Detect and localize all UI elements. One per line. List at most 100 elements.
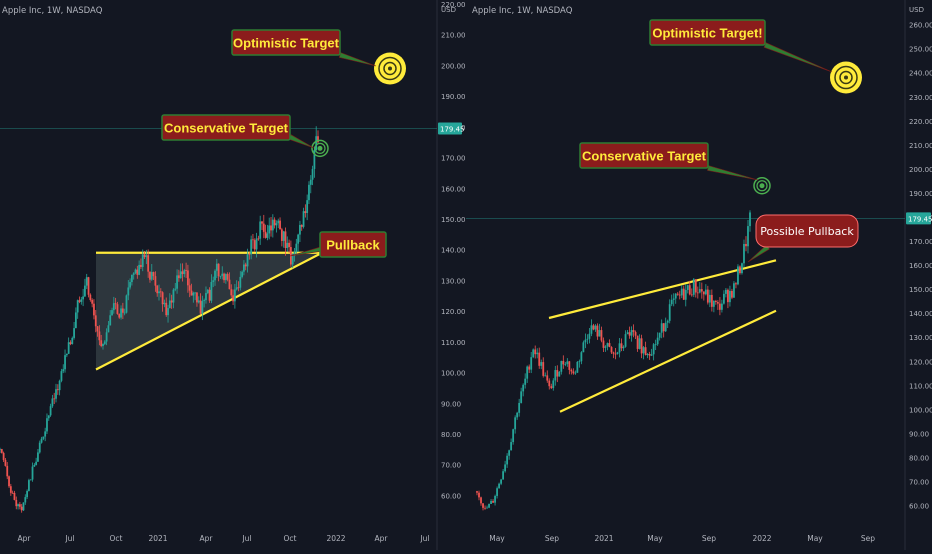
candle-body	[176, 275, 178, 289]
candle-body	[103, 341, 106, 344]
y-tick-label: 220.00	[909, 118, 932, 126]
candle-body	[179, 271, 182, 279]
candle-body	[498, 483, 500, 489]
candle-body	[123, 312, 126, 314]
optimistic-arrow	[338, 52, 377, 67]
label-text: Optimistic Target	[233, 36, 340, 51]
candle-body	[526, 366, 529, 379]
y-tick-label: 100.00	[441, 370, 466, 378]
candle-body	[300, 225, 303, 227]
candle-body	[185, 270, 188, 271]
candle-body	[261, 221, 263, 224]
candle-body	[252, 239, 254, 241]
candles	[476, 210, 751, 511]
pullback-arrow	[747, 244, 770, 263]
pattern-overlay	[548, 259, 777, 413]
candle-body	[496, 488, 498, 496]
candle-body	[51, 398, 54, 407]
candle-body	[56, 389, 59, 391]
label-box	[319, 231, 387, 258]
x-tick-label: Sep	[702, 534, 716, 543]
candle-body	[38, 442, 41, 453]
candle-body	[698, 289, 701, 293]
candle-body	[232, 295, 234, 302]
candle-body	[560, 360, 563, 372]
candle-body	[500, 479, 502, 484]
candle-body	[46, 418, 48, 432]
y-tick-label: 100.00	[909, 406, 932, 414]
candle-body	[592, 325, 595, 330]
x-tick-label: Jul	[64, 534, 74, 543]
candle-body	[672, 298, 675, 300]
candle-body	[550, 386, 553, 389]
x-tick-label: Oct	[284, 534, 297, 543]
candle-body	[118, 313, 121, 318]
candle-body	[18, 504, 21, 507]
candle-body	[594, 325, 597, 330]
candle-body	[140, 264, 142, 267]
candle-body	[237, 287, 240, 289]
candle-body	[626, 332, 629, 335]
candle-body	[24, 497, 27, 503]
chart-title: Apple Inc, 1W, NASDAQ	[472, 6, 573, 16]
candle-body	[73, 328, 75, 338]
candle-body	[219, 275, 222, 277]
candle-body	[520, 391, 523, 403]
candle-body	[313, 150, 316, 169]
candle-body	[64, 355, 66, 370]
candle-body	[102, 343, 104, 347]
y-tick-label: 130.00	[909, 334, 932, 342]
candle-body	[188, 285, 191, 291]
x-tick-label: Apr	[200, 534, 214, 543]
candle-body	[704, 289, 707, 295]
candle-body	[107, 325, 110, 333]
target-center	[844, 75, 848, 80]
label-box	[161, 114, 291, 141]
chart-panel-1: Apple Inc, 1W, NASDAQ USD 60.00 70.00 80.00 9…	[0, 0, 466, 550]
x-tick-label: Jul	[241, 534, 251, 543]
candle-body	[259, 221, 262, 239]
candle-body	[694, 279, 697, 293]
candle-body	[646, 353, 649, 355]
candle-body	[154, 276, 157, 286]
candle-body	[208, 289, 211, 301]
candle-body	[98, 331, 101, 341]
candle-body	[82, 296, 85, 300]
candle-body	[161, 292, 164, 305]
candle-body	[492, 500, 494, 503]
candle-body	[85, 277, 88, 286]
y-tick-label: 210.00	[909, 142, 932, 150]
optimistic-arrow	[763, 42, 833, 73]
candle-body	[739, 266, 741, 274]
candle-body	[130, 274, 133, 283]
candle-body	[67, 342, 70, 354]
candle-body	[280, 229, 283, 241]
candle-body	[554, 370, 557, 381]
candle-body	[93, 303, 95, 316]
candle-body	[60, 371, 63, 381]
label-box	[755, 214, 859, 248]
label-text: Optimistic Target!	[652, 26, 762, 41]
x-tick-label: 2021	[148, 534, 167, 543]
candle-body	[602, 340, 605, 348]
candle-body	[311, 168, 314, 180]
candle-body	[586, 338, 589, 340]
candle-body	[228, 279, 231, 290]
candle-body	[235, 287, 238, 290]
candle-body	[506, 455, 509, 465]
candle-body	[170, 300, 173, 303]
candle-body	[134, 269, 137, 274]
candle-body	[112, 303, 115, 311]
candle-body	[684, 289, 687, 300]
candle-body	[42, 436, 45, 439]
y-tick-label: 140.00	[909, 310, 932, 318]
candle-body	[168, 300, 171, 309]
candle-body	[490, 500, 492, 504]
candle-body	[295, 243, 298, 252]
candle-body	[116, 304, 119, 314]
candle-body	[145, 255, 148, 258]
candle-body	[152, 272, 155, 277]
candle-body	[250, 239, 253, 255]
